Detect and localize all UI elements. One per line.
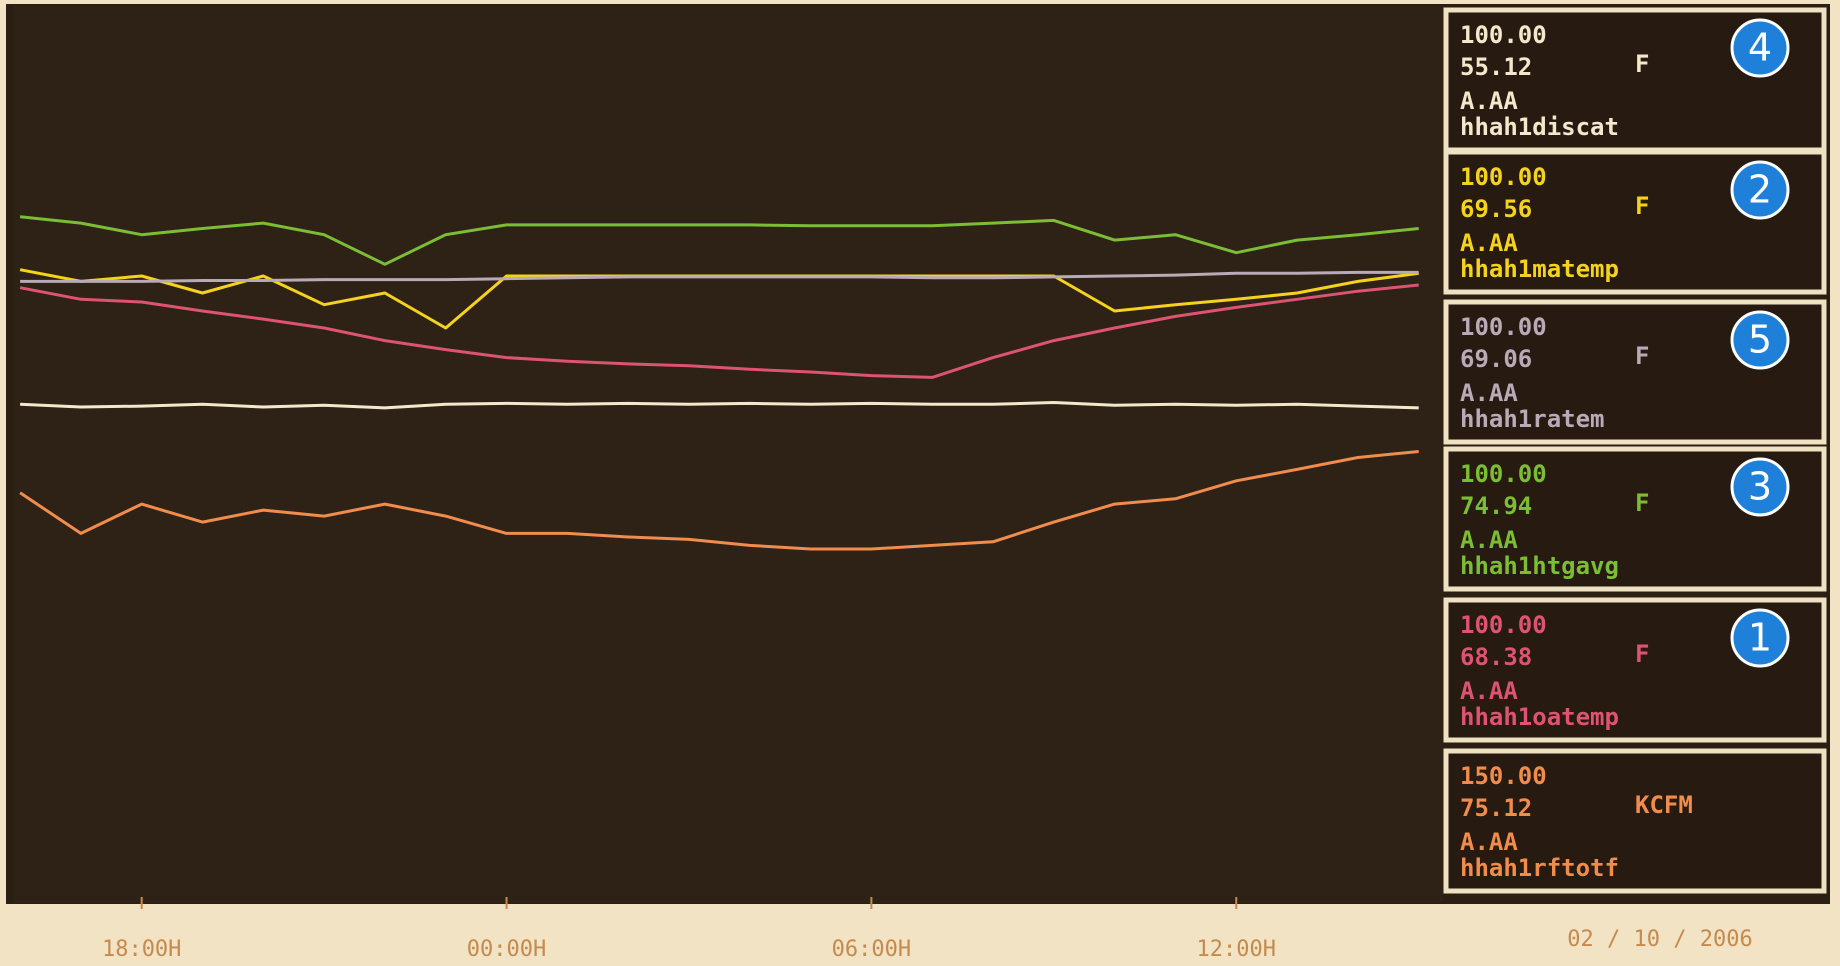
date-label: 02 / 10 / 2006 xyxy=(1567,927,1752,952)
scale-min: A.AA xyxy=(1460,379,1518,407)
current-value: 75.12 xyxy=(1460,794,1532,822)
badge-number: 4 xyxy=(1748,26,1772,70)
channel-tag: hhah1rftotf xyxy=(1460,854,1619,882)
badge-number: 1 xyxy=(1748,616,1772,660)
current-value: 55.12 xyxy=(1460,53,1532,81)
unit: F xyxy=(1635,192,1649,220)
scale-max: 100.00 xyxy=(1460,460,1547,488)
scale-min: A.AA xyxy=(1460,526,1518,554)
unit: F xyxy=(1635,640,1649,668)
current-value: 68.38 xyxy=(1460,643,1532,671)
scale-min: A.AA xyxy=(1460,87,1518,115)
scale-max: 100.00 xyxy=(1460,313,1547,341)
channel-tag: hhah1matemp xyxy=(1460,255,1619,283)
scale-min: A.AA xyxy=(1460,677,1518,705)
unit: F xyxy=(1635,489,1649,517)
x-tick-label: 12:00H xyxy=(1197,937,1276,962)
scale-min: A.AA xyxy=(1460,828,1518,856)
channel-tag: hhah1ratem xyxy=(1460,405,1605,433)
badge-number: 3 xyxy=(1748,465,1772,509)
plot-area xyxy=(14,6,1443,903)
scale-max: 100.00 xyxy=(1460,163,1547,191)
unit: KCFM xyxy=(1635,791,1693,819)
channel-tag: hhah1discat xyxy=(1460,113,1619,141)
current-value: 69.56 xyxy=(1460,195,1532,223)
scale-min: A.AA xyxy=(1460,229,1518,257)
x-tick-label: 18:00H xyxy=(102,937,181,962)
x-tick-label: 06:00H xyxy=(832,937,911,962)
unit: F xyxy=(1635,50,1649,78)
current-value: 69.06 xyxy=(1460,345,1532,373)
scale-max: 100.00 xyxy=(1460,611,1547,639)
channel-tag: hhah1oatemp xyxy=(1460,703,1619,731)
badge-number: 5 xyxy=(1748,318,1772,362)
scale-max: 150.00 xyxy=(1460,762,1547,790)
channel-tag: hhah1htgavg xyxy=(1460,552,1619,580)
chart: 100.0055.12FA.AAhhah1discat4100.0069.56F… xyxy=(0,0,1840,966)
x-tick-label: 00:00H xyxy=(467,937,546,962)
current-value: 74.94 xyxy=(1460,492,1532,520)
badge-number: 2 xyxy=(1748,168,1772,212)
unit: F xyxy=(1635,342,1649,370)
scale-max: 100.00 xyxy=(1460,21,1547,49)
